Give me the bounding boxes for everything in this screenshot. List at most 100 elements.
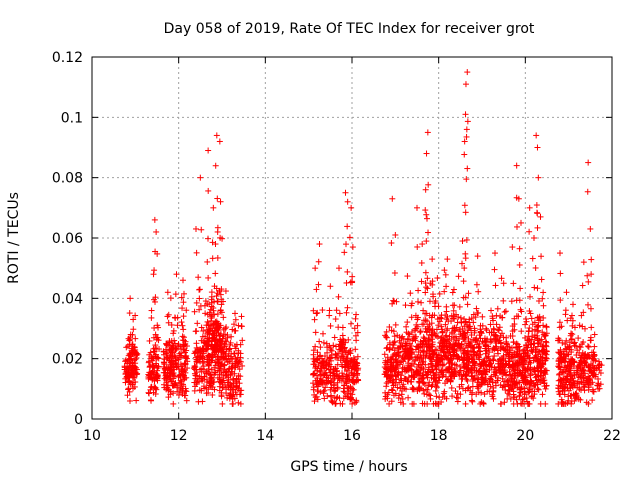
roti-point: [178, 367, 185, 374]
roti-point: [389, 195, 396, 202]
roti-point: [126, 356, 133, 363]
roti-point: [510, 391, 517, 398]
roti-point: [168, 321, 175, 328]
roti-point: [209, 351, 216, 358]
roti-point: [532, 264, 539, 271]
roti-point: [193, 356, 200, 363]
roti-point: [392, 321, 399, 328]
roti-point: [540, 289, 547, 296]
roti-point: [219, 384, 226, 391]
roti-point: [345, 336, 352, 343]
roti-point: [130, 374, 137, 381]
roti-point: [163, 373, 170, 380]
roti-point: [150, 296, 157, 303]
roti-point: [391, 338, 398, 345]
roti-point: [585, 159, 592, 166]
roti-point: [537, 213, 544, 220]
roti-point: [529, 327, 536, 334]
roti-point: [132, 312, 139, 319]
roti-point: [209, 376, 216, 383]
roti-point: [331, 334, 338, 341]
roti-point: [200, 328, 207, 335]
roti-point: [352, 346, 359, 353]
roti-point: [312, 265, 319, 272]
roti-point: [353, 311, 360, 318]
roti-point: [415, 298, 422, 305]
roti-point: [516, 261, 523, 268]
roti-point: [147, 349, 154, 356]
roti-point: [419, 241, 426, 248]
roti-point: [327, 393, 334, 400]
roti-point: [404, 319, 411, 326]
roti-point: [388, 398, 395, 405]
roti-point: [205, 389, 212, 396]
roti-point: [231, 350, 238, 357]
roti-point: [217, 198, 224, 205]
roti-point: [229, 368, 236, 375]
roti-point: [133, 397, 140, 404]
roti-point: [175, 392, 182, 399]
roti-point: [538, 253, 545, 260]
roti-point: [535, 327, 542, 334]
roti-point: [311, 316, 318, 323]
roti-point: [523, 318, 530, 325]
roti-point: [164, 385, 171, 392]
roti-point: [164, 313, 171, 320]
roti-point: [150, 389, 157, 396]
roti-point: [214, 195, 221, 202]
roti-point: [172, 381, 179, 388]
roti-point: [450, 286, 457, 293]
roti-point: [462, 81, 469, 88]
roti-point: [517, 285, 524, 292]
roti-point: [531, 235, 537, 241]
roti-point: [462, 255, 469, 262]
roti-point: [317, 344, 324, 351]
roti-point: [453, 394, 460, 401]
roti-point: [202, 346, 209, 353]
roti-point: [126, 350, 133, 357]
roti-point: [354, 322, 361, 329]
roti-point: [165, 365, 172, 372]
roti-point: [461, 202, 468, 209]
roti-point: [213, 132, 220, 139]
roti-point: [404, 273, 411, 280]
roti-point: [214, 254, 221, 261]
roti-point: [223, 369, 230, 376]
roti-point: [585, 301, 592, 308]
roti-point: [180, 313, 187, 320]
roti-point: [313, 310, 320, 317]
roti-point: [125, 377, 132, 384]
roti-point: [198, 324, 205, 331]
roti-point: [529, 255, 536, 262]
roti-point: [163, 379, 170, 386]
roti-point: [193, 299, 200, 306]
roti-point: [342, 189, 349, 196]
roti-point: [153, 370, 160, 377]
roti-point: [527, 293, 534, 300]
roti-point: [130, 316, 137, 323]
roti-point: [569, 331, 576, 338]
roti-point: [205, 187, 212, 194]
roti-point: [212, 270, 219, 277]
roti-point: [182, 353, 189, 360]
roti-point: [534, 210, 541, 217]
roti-point: [180, 299, 187, 306]
roti-point: [173, 359, 180, 366]
roti-point: [477, 329, 484, 336]
roti-point: [346, 234, 353, 241]
roti-point: [179, 371, 186, 378]
roti-point: [508, 298, 515, 305]
roti-point: [214, 374, 221, 381]
roti-point: [133, 370, 140, 377]
roti-point: [533, 202, 540, 209]
roti-point: [146, 337, 153, 344]
roti-point: [344, 304, 351, 311]
roti-point: [562, 311, 569, 318]
x-tick-label: 16: [343, 428, 361, 444]
roti-point: [386, 400, 393, 407]
roti-point: [170, 343, 177, 350]
roti-point: [237, 358, 244, 365]
roti-point: [169, 371, 176, 378]
roti-point: [405, 394, 412, 401]
